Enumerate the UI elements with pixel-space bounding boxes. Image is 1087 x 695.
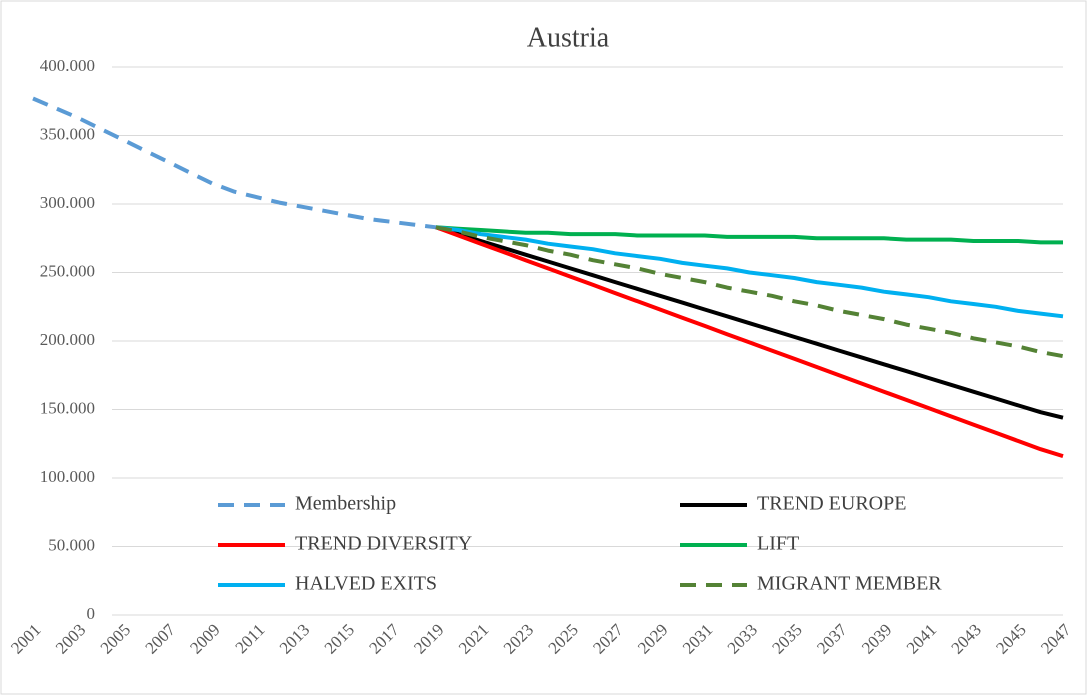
- y-tick-label: 50.000: [48, 535, 95, 554]
- y-tick-label: 250.000: [40, 261, 95, 280]
- line-series: [435, 225, 1064, 359]
- line-series: [435, 225, 1064, 420]
- legend-label: MIGRANT MEMBER: [757, 573, 942, 595]
- legend-label: Membership: [295, 493, 396, 515]
- chart-title: Austria: [527, 22, 610, 53]
- y-tick-label: 400.000: [40, 56, 95, 75]
- legend-label: LIFT: [757, 533, 799, 555]
- y-tick-label: 100.000: [40, 467, 95, 486]
- legend-label: TREND EUROPE: [757, 493, 906, 515]
- y-tick-label: 300.000: [40, 193, 95, 212]
- y-tick-label: 350.000: [40, 124, 95, 143]
- line-series: [435, 225, 1063, 245]
- legend-label: HALVED EXITS: [295, 573, 437, 595]
- y-tick-label: 150.000: [40, 398, 95, 417]
- line-series: [32, 96, 437, 230]
- line-series: [435, 225, 1064, 459]
- y-tick-label: 0: [87, 604, 96, 623]
- legend-label: TREND DIVERSITY: [295, 533, 472, 555]
- y-tick-label: 200.000: [40, 330, 95, 349]
- line-series: [435, 225, 1064, 319]
